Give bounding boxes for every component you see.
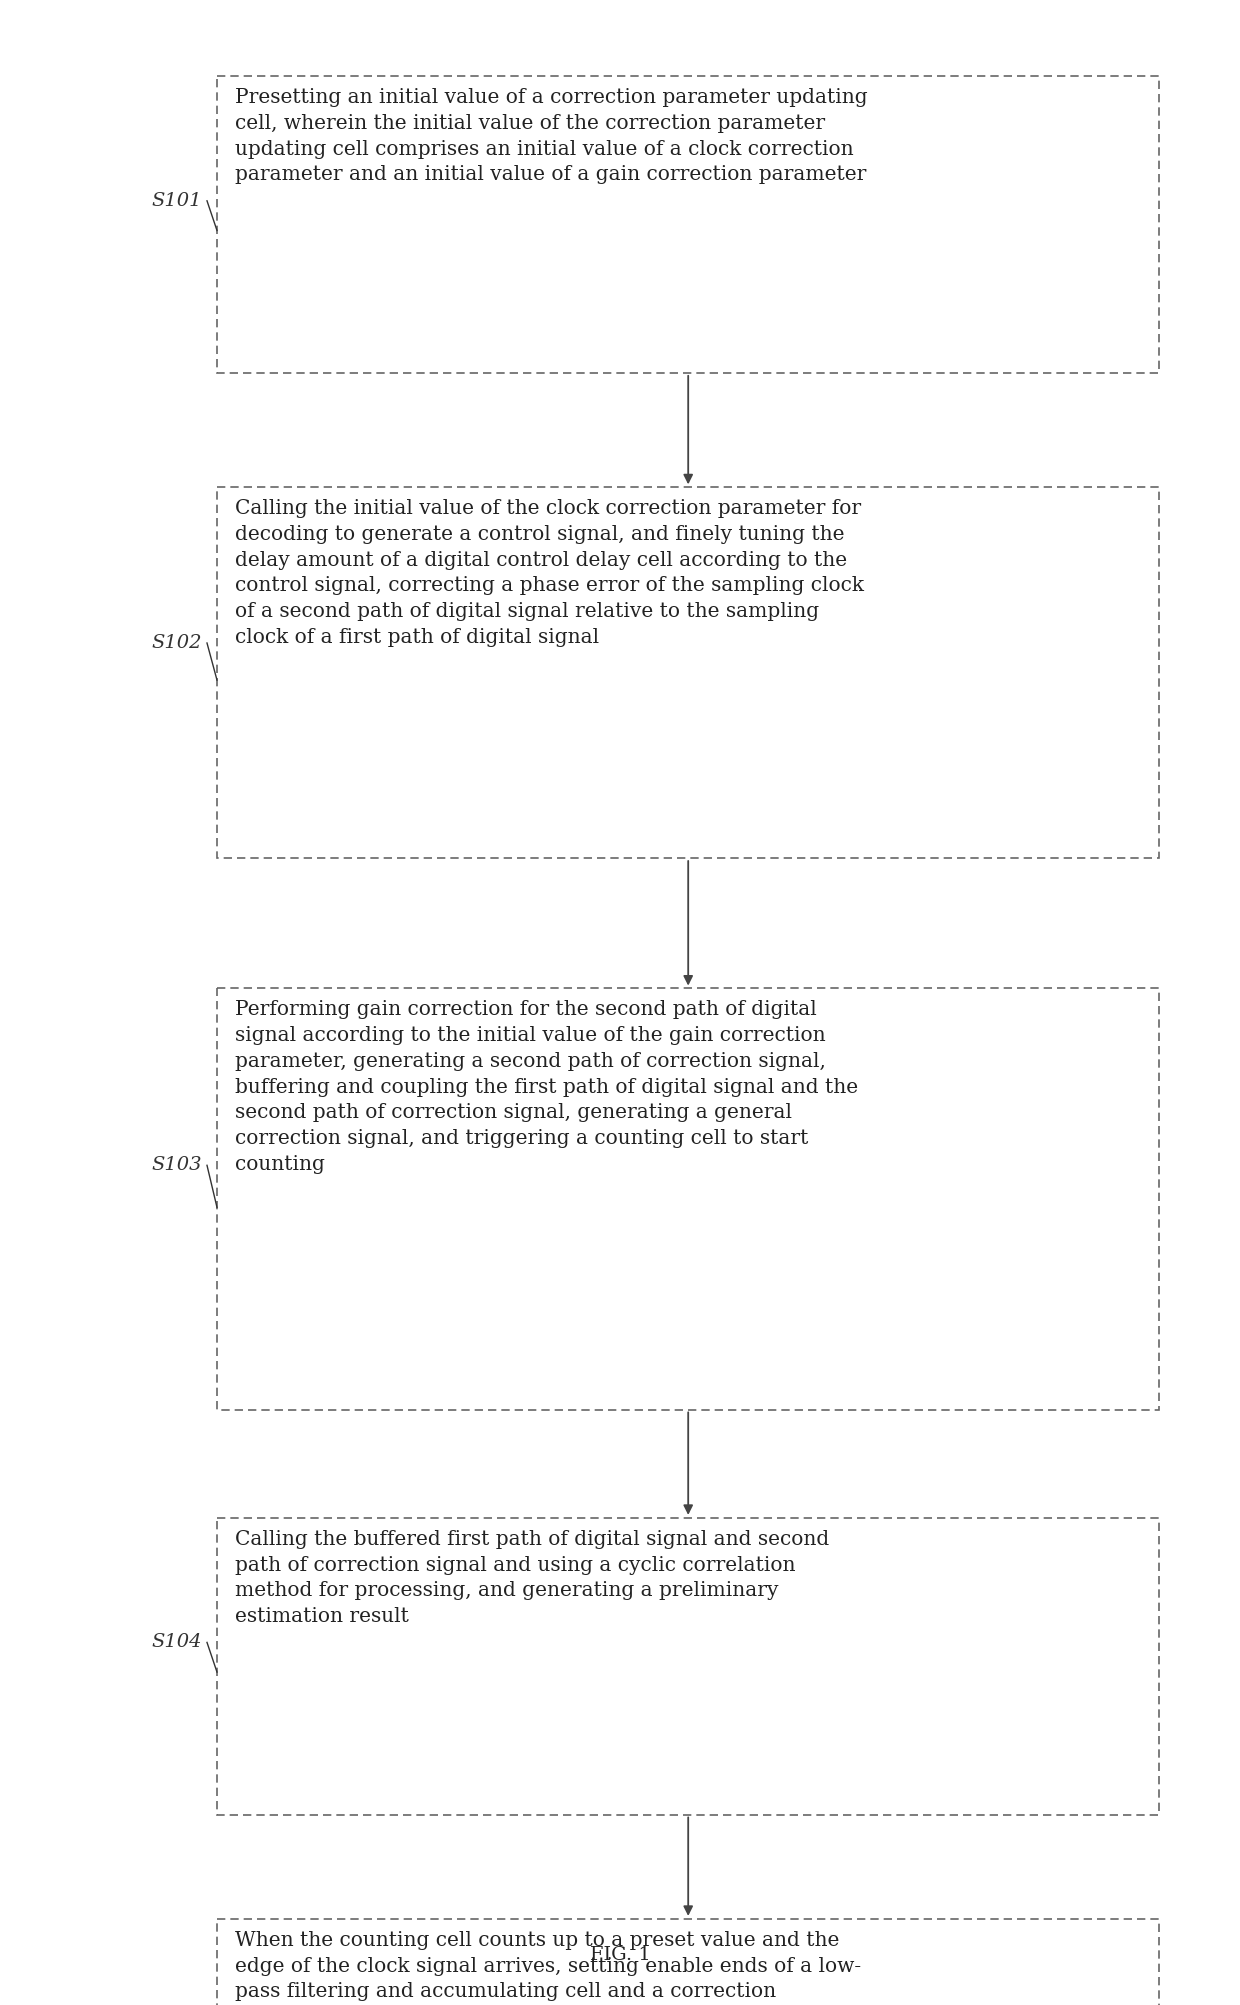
Text: S101: S101 <box>151 192 202 211</box>
Bar <box>217 487 1159 858</box>
Text: S104: S104 <box>151 1634 202 1652</box>
Text: Performing gain correction for the second path of digital
signal according to th: Performing gain correction for the secon… <box>236 1000 858 1175</box>
Text: FIG. 1: FIG. 1 <box>590 1947 650 1963</box>
Bar <box>217 1919 1159 2005</box>
Text: When the counting cell counts up to a preset value and the
edge of the clock sig: When the counting cell counts up to a pr… <box>236 1931 879 2005</box>
Text: S102: S102 <box>151 634 202 652</box>
Text: Presetting an initial value of a correction parameter updating
cell, wherein the: Presetting an initial value of a correct… <box>236 88 868 184</box>
Bar <box>217 1518 1159 1815</box>
Text: Calling the buffered first path of digital signal and second
path of correction : Calling the buffered first path of digit… <box>236 1530 830 1626</box>
Text: Calling the initial value of the clock correction parameter for
decoding to gene: Calling the initial value of the clock c… <box>236 499 864 648</box>
Bar <box>217 988 1159 1410</box>
Text: S103: S103 <box>151 1157 202 1175</box>
Bar <box>217 76 1159 373</box>
